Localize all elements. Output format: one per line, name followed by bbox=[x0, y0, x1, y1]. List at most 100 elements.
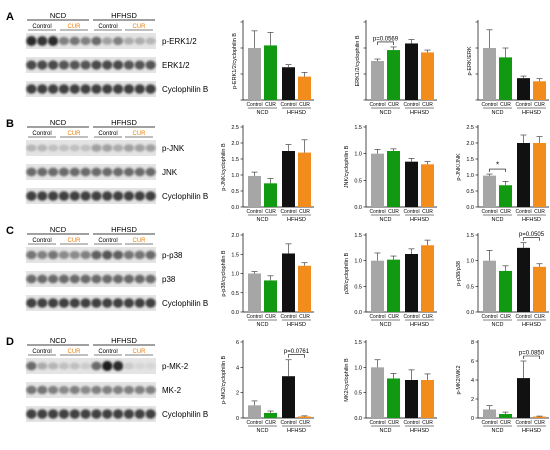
y-tick-label: 1.5 bbox=[354, 340, 362, 346]
y-tick-label: 1.0 bbox=[354, 259, 362, 265]
blot-band bbox=[47, 274, 59, 284]
blot-panel-D: D NCD HFHSD Control CUR Control CUR p-MK-2 MK-2 C… bbox=[6, 336, 208, 422]
bar bbox=[405, 43, 418, 100]
y-tick-label: 1.5 bbox=[231, 157, 239, 163]
y-tick-label: 2.0 bbox=[466, 141, 474, 147]
bar bbox=[499, 185, 512, 207]
y-tick-label: 1.5 bbox=[354, 125, 362, 131]
blot-group-label: Control bbox=[32, 131, 51, 137]
bar bbox=[264, 183, 277, 207]
y-tick-label: 0.5 bbox=[354, 391, 362, 397]
bar bbox=[405, 253, 418, 312]
category-label: Control bbox=[481, 209, 497, 215]
blot-band bbox=[69, 274, 80, 284]
category-label: CUR bbox=[388, 102, 399, 108]
bar bbox=[282, 376, 295, 418]
blot-band bbox=[58, 60, 70, 70]
blot-band bbox=[91, 60, 102, 70]
blot-background bbox=[26, 406, 156, 422]
y-tick-label: 0.0 bbox=[354, 416, 362, 422]
blot-band bbox=[80, 250, 91, 260]
blot-label: JNK bbox=[162, 168, 178, 177]
hfhsd-header: HFHSD bbox=[111, 225, 137, 234]
category-label: Control bbox=[403, 420, 419, 426]
bar bbox=[248, 273, 261, 312]
blot-group-label: CUR bbox=[68, 349, 82, 355]
y-tick-label: 1.0 bbox=[231, 173, 239, 179]
category-label: CUR bbox=[299, 420, 310, 426]
group-label: NCD bbox=[380, 428, 392, 434]
ncd-header: NCD bbox=[50, 336, 67, 345]
blot-group-label: Control bbox=[32, 349, 51, 355]
blot-band bbox=[123, 362, 135, 370]
blot-band bbox=[134, 274, 145, 284]
y-tick-label: 8 bbox=[471, 340, 474, 346]
blot-band bbox=[69, 144, 80, 152]
blot-band bbox=[102, 60, 113, 70]
blot-band bbox=[26, 250, 37, 260]
blot-background bbox=[26, 33, 156, 49]
blot-band bbox=[112, 191, 124, 201]
y-tick-label: 1.0 bbox=[466, 173, 474, 179]
y-tick-label: 1.5 bbox=[466, 157, 474, 163]
blot-band bbox=[102, 191, 113, 201]
y-tick-label: 1.5 bbox=[466, 233, 474, 239]
group-label: NCD bbox=[492, 217, 504, 223]
category-label: CUR bbox=[422, 314, 433, 320]
blot-band bbox=[69, 385, 80, 395]
blot-band bbox=[102, 250, 113, 260]
blot-band bbox=[58, 191, 70, 201]
y-axis-label: p-p38/p38 bbox=[456, 261, 462, 286]
blot-band bbox=[37, 250, 48, 260]
blot-band bbox=[58, 144, 70, 152]
group-label: NCD bbox=[492, 428, 504, 434]
chart-4: 0.0 0.5 1.0 1.5 2.0 2.5 p-JNK/cyclophilin B Con… bbox=[221, 125, 314, 223]
ncd-header: NCD bbox=[50, 225, 67, 234]
bar bbox=[282, 253, 295, 312]
category-label: CUR bbox=[265, 209, 276, 215]
significance-label: p=0.0505 bbox=[519, 232, 545, 238]
blot-label: ERK1/2 bbox=[162, 61, 190, 70]
bar bbox=[371, 367, 384, 418]
blot-band bbox=[47, 362, 59, 370]
y-tick-label: 2.5 bbox=[231, 125, 239, 131]
blot-band bbox=[123, 298, 135, 308]
bar bbox=[298, 76, 311, 100]
y-tick-label: 0.0 bbox=[231, 310, 239, 316]
blot-group-label: CUR bbox=[68, 24, 82, 30]
group-label: NCD bbox=[492, 322, 504, 328]
blot-strip bbox=[26, 81, 156, 97]
western-blot-panels: A NCD HFHSD Control CUR Control CUR p-ERK1/2 ERK… bbox=[6, 11, 208, 422]
blot-band bbox=[80, 144, 91, 152]
bar bbox=[499, 270, 512, 312]
blot-band bbox=[80, 409, 91, 419]
blot-band bbox=[123, 409, 135, 419]
blot-band bbox=[58, 274, 70, 284]
blot-band bbox=[47, 385, 59, 395]
category-label: Control bbox=[515, 420, 531, 426]
category-label: CUR bbox=[265, 420, 276, 426]
bar bbox=[421, 380, 434, 418]
blot-band bbox=[91, 409, 102, 419]
blot-band bbox=[37, 191, 48, 201]
y-axis-label: MK2/cyclophilin B bbox=[344, 358, 350, 402]
category-label: CUR bbox=[500, 209, 511, 215]
blot-strip bbox=[26, 382, 156, 398]
blot-background bbox=[26, 382, 156, 398]
bar bbox=[298, 265, 311, 312]
y-axis-label: p-p38/cyclophilin B bbox=[221, 250, 227, 296]
category-label: CUR bbox=[500, 420, 511, 426]
y-axis-label: ERK1/2/cyclophilin B bbox=[355, 35, 361, 86]
blot-band bbox=[123, 191, 135, 201]
y-axis-label: p38/cyclophilin B bbox=[344, 253, 350, 295]
y-axis-label: JNK/cyclophilin B bbox=[344, 145, 350, 188]
blot-band bbox=[37, 274, 48, 284]
y-tick-label: 2.0 bbox=[231, 233, 239, 239]
category-label: Control bbox=[481, 102, 497, 108]
blot-band bbox=[80, 60, 91, 70]
significance-bracket bbox=[523, 237, 540, 241]
blot-band bbox=[91, 298, 102, 308]
blot-group-label: Control bbox=[32, 238, 51, 244]
